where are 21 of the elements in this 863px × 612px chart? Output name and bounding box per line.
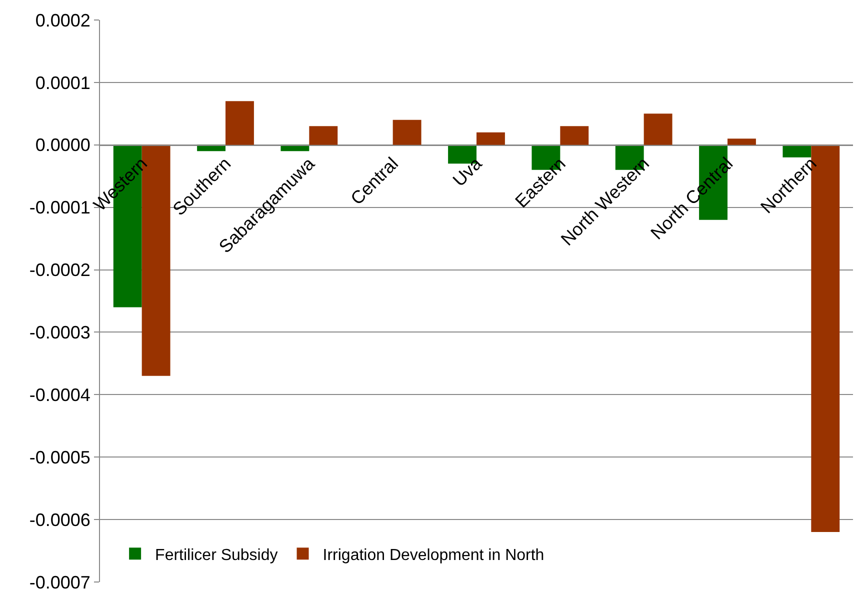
bar bbox=[392, 120, 422, 145]
y-tick-label: -0.0003 bbox=[29, 322, 90, 343]
y-tick-label: 0.0002 bbox=[35, 10, 90, 30]
y-tick-label: -0.0001 bbox=[29, 198, 90, 218]
bar bbox=[782, 144, 812, 158]
bar bbox=[309, 126, 338, 145]
bar bbox=[728, 138, 756, 145]
x-tick-label: Uva bbox=[448, 152, 486, 190]
y-tick-label: -0.0005 bbox=[29, 447, 90, 468]
bar bbox=[560, 126, 589, 145]
y-tick-label: -0.0004 bbox=[29, 384, 90, 405]
y-tick-label: 0.0000 bbox=[35, 135, 90, 156]
y-tick-label: -0.0006 bbox=[29, 510, 90, 530]
legend-label: Fertilicer Subsidy bbox=[155, 546, 278, 564]
bar bbox=[226, 101, 254, 145]
y-tick-label: -0.0007 bbox=[29, 572, 90, 592]
legend-label: Irrigation Development in North bbox=[322, 546, 544, 564]
bar bbox=[644, 114, 672, 145]
y-tick-label: -0.0002 bbox=[29, 260, 90, 280]
y-tick-label: 0.0001 bbox=[35, 72, 90, 93]
bar bbox=[476, 132, 505, 145]
